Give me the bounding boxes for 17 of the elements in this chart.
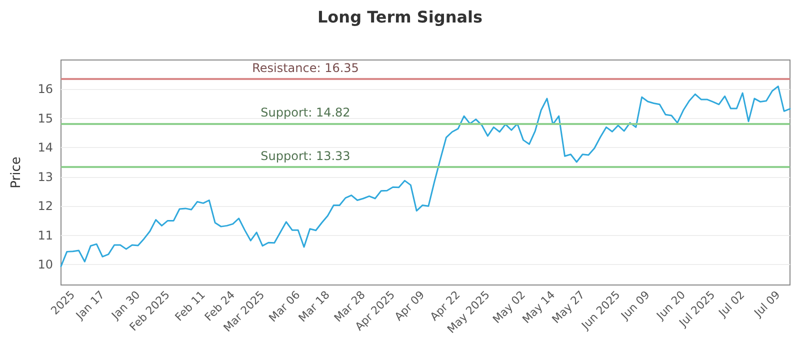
ref-line-label: Support: 14.82 xyxy=(260,106,350,120)
y-tick-label: 15 xyxy=(38,111,53,126)
x-tick-label: Jul 02 xyxy=(716,288,748,320)
y-tick-label: 12 xyxy=(38,199,53,214)
line-series xyxy=(60,86,791,268)
chart-title: Long Term Signals xyxy=(317,8,483,26)
y-tick-label: 14 xyxy=(38,140,53,155)
y-tick-label: 13 xyxy=(38,170,53,184)
x-tick-label: Jul 09 xyxy=(751,288,783,320)
ref-line-label: Support: 13.33 xyxy=(260,149,350,164)
y-axis-title: Price xyxy=(9,156,24,188)
y-tick-label: 11 xyxy=(38,228,53,242)
x-tick-label: Jan 17 xyxy=(72,288,108,323)
y-tick-label: 16 xyxy=(38,82,53,96)
x-tick-label: Jun 09 xyxy=(618,288,652,323)
ref-line-label: Resistance: 16.35 xyxy=(252,60,359,75)
y-tick-label: 10 xyxy=(38,258,53,272)
